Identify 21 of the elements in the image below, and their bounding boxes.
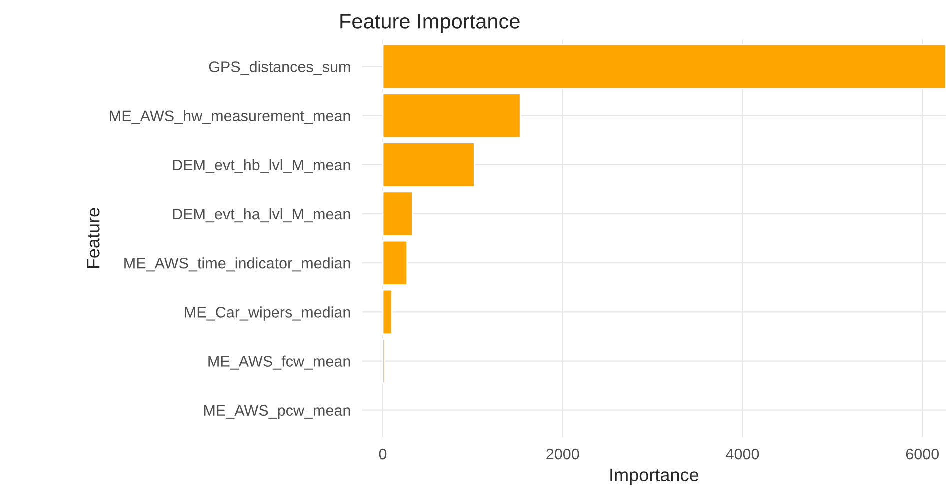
- chart-title: Feature Importance: [340, 14, 520, 33]
- bar: [382, 289, 393, 335]
- y-tick-label: ME_Car_wipers_median: [185, 306, 350, 321]
- y-tick-label: ME_AWS_time_indicator_median: [124, 258, 350, 272]
- bar: [382, 142, 476, 188]
- y-axis-title: Feature: [87, 208, 100, 268]
- x-tick-label: 0: [379, 448, 387, 460]
- bar: [382, 191, 414, 237]
- y-tick-label: DEM_evt_hb_lvl_M_mean: [173, 159, 350, 174]
- x-tick-label: 6000: [906, 448, 940, 460]
- x-tick-label: 4000: [726, 448, 760, 460]
- x-tick-label: 2000: [546, 448, 580, 460]
- y-tick-label: ME_AWS_pcw_mean: [204, 405, 350, 420]
- y-tick-label: ME_AWS_fcw_mean: [208, 356, 350, 370]
- bar: [382, 93, 522, 139]
- bar: [382, 240, 408, 286]
- bar: [382, 44, 946, 90]
- x-axis-title: Importance: [610, 468, 699, 486]
- y-tick-label: GPS_distances_sum: [209, 61, 350, 76]
- y-tick-label: ME_AWS_hw_measurement_mean: [110, 110, 350, 124]
- y-tick-label: DEM_evt_ha_lvl_M_mean: [173, 208, 350, 223]
